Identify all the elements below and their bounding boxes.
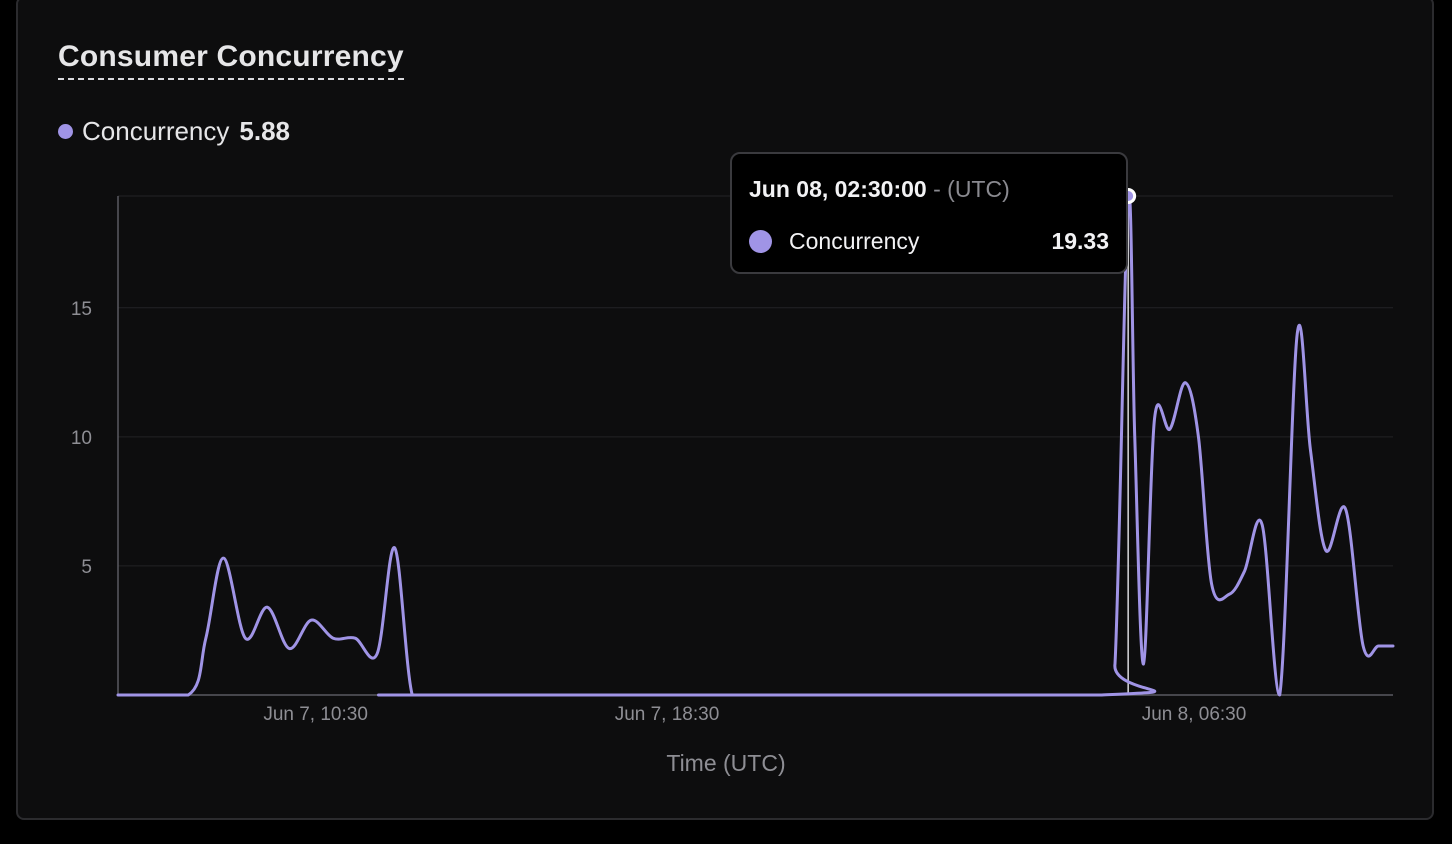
chart-tooltip: Jun 08, 02:30:00 - (UTC) Concurrency 19.… [730,152,1128,274]
y-tick-label: 15 [71,299,92,320]
legend-label: Concurrency [82,116,230,146]
chart-panel [16,0,1434,820]
series-line-concurrency [116,190,1395,697]
x-axis-label: Time (UTC) [666,750,785,776]
legend-value: 5.88 [239,116,291,146]
tooltip-timestamp: Jun 08, 02:30:00 [749,176,927,202]
tooltip-time: Jun 08, 02:30:00 - (UTC) [749,176,1010,203]
panel-title[interactable]: Consumer Concurrency [58,38,404,80]
x-tick-label: Jun 7, 18:30 [615,704,720,725]
tooltip-series-name: Concurrency [789,228,920,254]
legend[interactable]: Concurrency 5.88 [58,116,290,147]
legend-dot-icon [58,124,73,139]
tooltip-row: Concurrency 19.33 [749,228,1109,255]
tooltip-series-dot-icon [749,230,772,253]
tooltip-timezone: - (UTC) [933,176,1010,202]
y-tick-label: 10 [71,428,92,449]
x-tick-label: Jun 7, 10:30 [263,704,368,725]
x-tick-label: Jun 8, 06:30 [1142,704,1247,725]
y-tick-label: 5 [81,557,92,578]
tooltip-series-value: 19.33 [1051,228,1109,254]
